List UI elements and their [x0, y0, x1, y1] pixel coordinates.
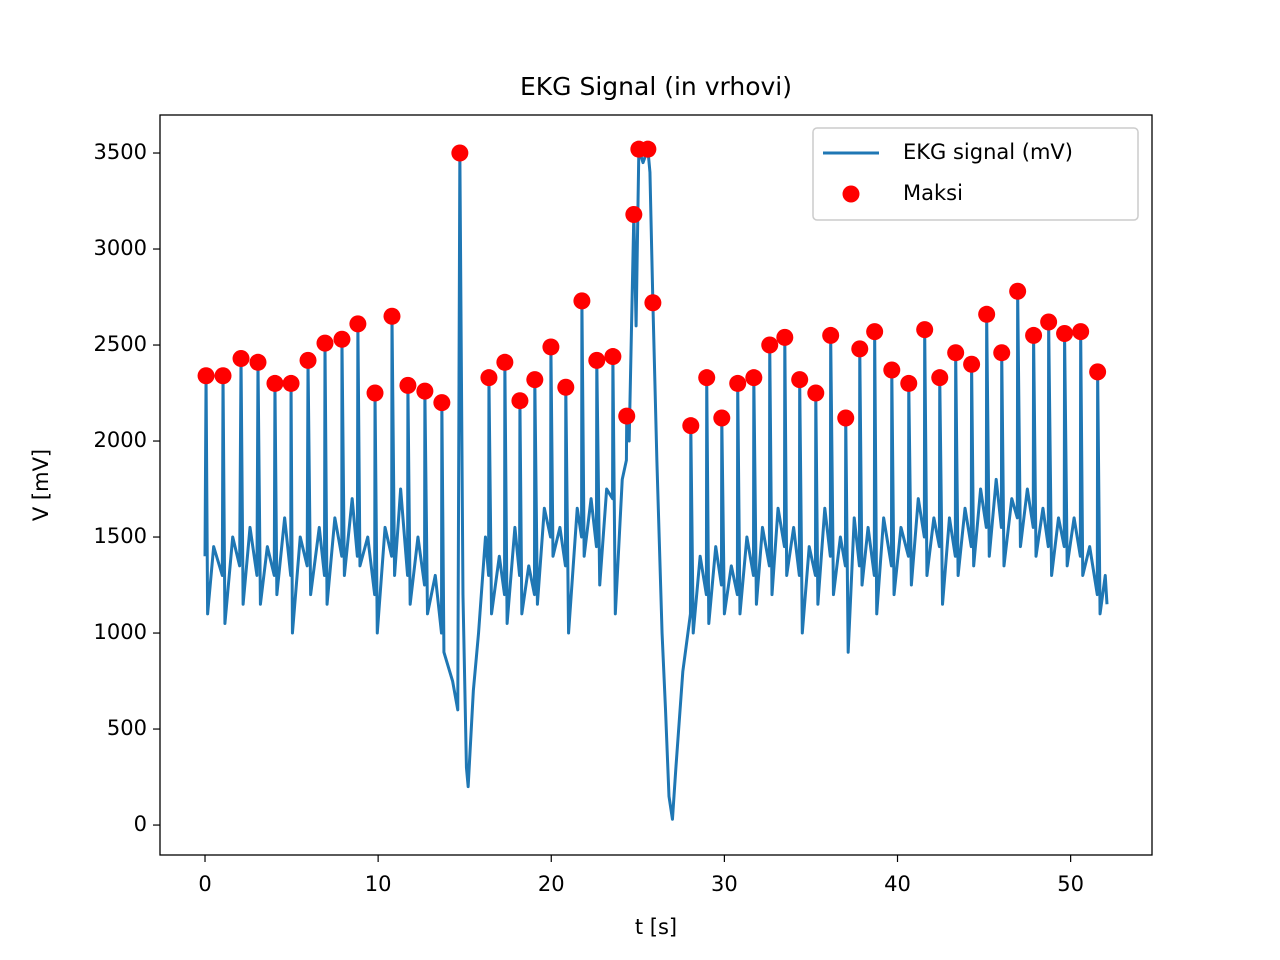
- peak-marker: [399, 376, 417, 394]
- peak-marker: [480, 369, 498, 387]
- peak-marker: [333, 330, 351, 348]
- peak-marker: [822, 326, 840, 344]
- peak-marker: [776, 328, 794, 346]
- peak-marker: [511, 392, 529, 410]
- y-tick-label: 1500: [94, 524, 147, 548]
- peak-marker: [791, 371, 809, 389]
- peak-marker: [866, 323, 884, 341]
- peak-marker: [451, 144, 469, 162]
- peak-marker: [993, 344, 1011, 362]
- signal-line: [203, 147, 1109, 821]
- peak-marker: [249, 353, 267, 371]
- legend-label: EKG signal (mV): [903, 140, 1073, 164]
- legend-box: [812, 127, 1139, 221]
- x-axis-label: t [s]: [635, 915, 677, 939]
- peak-marker: [761, 336, 779, 354]
- y-tick-label: 2500: [94, 332, 147, 356]
- y-tick-label: 0: [134, 812, 147, 836]
- peak-marker: [542, 338, 560, 356]
- y-tick-label: 3500: [94, 140, 147, 164]
- peak-marker: [197, 367, 215, 385]
- peak-marker: [698, 369, 716, 387]
- x-tick-label: 0: [198, 872, 211, 896]
- peak-marker: [682, 417, 700, 435]
- peak-marker: [807, 384, 825, 402]
- peak-marker: [282, 374, 300, 392]
- chart-title: EKG Signal (in vrhovi): [520, 72, 792, 101]
- peak-marker: [745, 369, 763, 387]
- peak-marker: [1025, 326, 1043, 344]
- y-tick-label: 3000: [94, 236, 147, 260]
- peak-marker: [266, 374, 284, 392]
- peak-marker: [916, 321, 934, 339]
- peak-marker: [1056, 325, 1074, 343]
- peak-marker: [625, 205, 643, 223]
- x-tick-label: 10: [365, 872, 392, 896]
- peak-marker: [299, 351, 317, 369]
- y-tick-label: 500: [107, 716, 147, 740]
- x-tick-label: 50: [1057, 872, 1084, 896]
- peak-marker: [557, 378, 575, 396]
- plot-frame: [159, 114, 1153, 856]
- peak-marker: [232, 349, 250, 367]
- peak-marker: [1009, 282, 1027, 300]
- peak-marker: [349, 315, 367, 333]
- peak-marker: [729, 374, 747, 392]
- peak-marker: [900, 374, 918, 392]
- peak-marker: [526, 371, 544, 389]
- peak-marker: [573, 292, 591, 310]
- peak-marker: [1089, 363, 1107, 381]
- peak-marker: [1040, 313, 1058, 331]
- peak-marker: [851, 340, 869, 358]
- peak-marker: [433, 394, 451, 412]
- peak-marker: [316, 334, 334, 352]
- y-axis-label: V [mV]: [29, 449, 53, 521]
- x-tick-label: 20: [538, 872, 565, 896]
- peak-marker: [496, 353, 514, 371]
- peak-marker: [931, 369, 949, 387]
- peak-marker: [639, 140, 657, 158]
- peak-marker: [604, 348, 622, 366]
- y-tick-label: 2000: [94, 428, 147, 452]
- peak-marker: [978, 305, 996, 323]
- peak-marker: [366, 384, 384, 402]
- peak-marker: [963, 355, 981, 373]
- peak-marker: [416, 382, 434, 400]
- legend-marker: [842, 185, 860, 203]
- peak-marker: [883, 361, 901, 379]
- x-tick-label: 30: [711, 872, 738, 896]
- peak-marker: [383, 307, 401, 325]
- peak-marker: [1072, 323, 1090, 341]
- peak-marker: [588, 351, 606, 369]
- peak-marker: [618, 407, 636, 425]
- peak-marker: [713, 409, 731, 427]
- legend-label: Maksi: [903, 181, 963, 205]
- y-tick-label: 1000: [94, 620, 147, 644]
- peak-marker: [837, 409, 855, 427]
- peak-marker: [644, 294, 662, 312]
- peak-marker: [947, 344, 965, 362]
- peak-marker: [214, 367, 232, 385]
- x-tick-label: 40: [884, 872, 911, 896]
